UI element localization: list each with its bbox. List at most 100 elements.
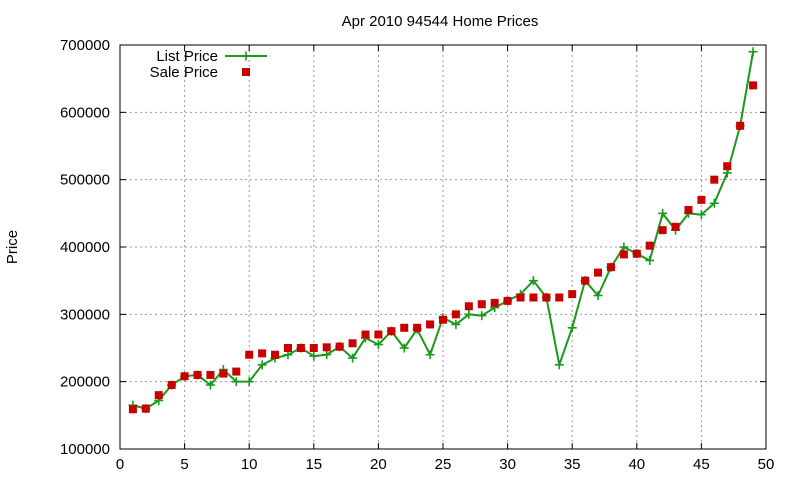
y-tick-label: 500000 xyxy=(60,172,110,189)
sale-price-point xyxy=(555,293,564,302)
legend-square-marker xyxy=(242,68,250,76)
list-price-point xyxy=(257,360,267,370)
chart-title: Apr 2010 94544 Home Prices xyxy=(342,13,539,30)
list-price-point xyxy=(348,353,358,363)
list-price-point xyxy=(619,242,629,252)
sale-price-point xyxy=(697,195,706,204)
list-price-point xyxy=(322,350,332,360)
sale-price-point xyxy=(736,121,745,130)
legend-cross-marker xyxy=(241,51,251,61)
sale-price-point xyxy=(193,370,202,379)
legend-label: Sale Price xyxy=(150,64,218,81)
legend-item: List Price xyxy=(156,48,267,65)
x-tick-label: 15 xyxy=(305,456,322,473)
x-tick-label: 50 xyxy=(758,456,775,473)
list-price-point xyxy=(554,360,564,370)
sale-price-point xyxy=(516,293,525,302)
list-price-point xyxy=(645,255,655,265)
y-tick-label: 600000 xyxy=(60,104,110,121)
sale-price-point xyxy=(167,381,176,390)
x-tick-label: 20 xyxy=(370,456,387,473)
y-tick-label: 700000 xyxy=(60,37,110,54)
list-price-point xyxy=(593,290,603,300)
list-price-point xyxy=(309,351,319,361)
sale-price-point xyxy=(684,205,693,214)
sale-price-point xyxy=(141,404,150,413)
sale-price-point xyxy=(439,315,447,324)
sale-price-point xyxy=(581,276,590,285)
sale-price-point xyxy=(710,175,719,184)
sale-price-point xyxy=(387,327,396,336)
list-price-point xyxy=(205,380,215,390)
sale-price-point xyxy=(296,344,305,352)
y-tick-label: 400000 xyxy=(60,239,110,256)
series-layer xyxy=(128,47,758,414)
list-price-point xyxy=(748,47,758,57)
y-axis-label: Price xyxy=(4,230,21,264)
sale-price-point xyxy=(413,323,422,332)
x-tick-label: 5 xyxy=(180,456,188,473)
x-tick-label: 45 xyxy=(693,456,710,473)
sale-price-point xyxy=(749,81,758,90)
list-price-point xyxy=(696,210,706,220)
sale-price-point xyxy=(723,162,732,171)
sale-price-point xyxy=(271,350,280,359)
sale-price-point xyxy=(671,222,680,231)
legend-label: List Price xyxy=(156,48,218,65)
sale-price-point xyxy=(309,344,318,352)
list-price-point xyxy=(567,323,577,333)
sale-price-point xyxy=(180,372,189,381)
y-tick-label: 200000 xyxy=(60,374,110,391)
list-price-point xyxy=(231,377,241,387)
x-tick-label: 25 xyxy=(435,456,452,473)
sale-price-point xyxy=(283,344,292,352)
sale-price-point xyxy=(374,330,383,339)
sale-price-point xyxy=(529,293,538,302)
legend-item: Sale Price xyxy=(150,64,250,81)
sale-price-point xyxy=(128,405,137,414)
sale-price-point xyxy=(619,250,628,259)
x-tick-label: 30 xyxy=(499,456,516,473)
sale-price-point xyxy=(348,339,357,348)
list-price-point xyxy=(451,319,461,329)
sale-price-point xyxy=(451,310,460,319)
sale-price-point xyxy=(322,343,331,352)
list-price-point xyxy=(477,311,487,321)
sale-price-point xyxy=(645,241,654,250)
sale-price-point xyxy=(606,263,615,272)
sale-price-point xyxy=(245,350,254,359)
list-price-point xyxy=(425,350,435,360)
sale-price-point xyxy=(361,330,370,339)
sale-price-point xyxy=(154,391,163,400)
grid xyxy=(120,45,766,449)
list-price-point xyxy=(709,198,719,208)
x-tick-label: 0 xyxy=(116,456,124,473)
sale-price-point xyxy=(490,298,499,307)
sale-price-point xyxy=(503,296,512,305)
list-price-point xyxy=(464,309,474,319)
sale-price-point xyxy=(658,226,667,235)
sale-price-point xyxy=(219,369,228,378)
sale-price-point xyxy=(335,342,344,351)
sale-price-point xyxy=(400,323,409,332)
sale-price-point xyxy=(477,300,486,309)
sale-price-point xyxy=(426,320,435,329)
sale-price-point xyxy=(206,370,215,379)
list-price-point xyxy=(373,340,383,350)
sale-price-point xyxy=(258,349,267,358)
y-tick-label: 300000 xyxy=(60,306,110,323)
ticks: 0 5 10 15 20 25 30 35 40 45 50 100000 200000 300000 40… xyxy=(60,37,774,473)
list-price-point xyxy=(658,208,668,218)
sale-price-point xyxy=(568,290,577,299)
x-tick-label: 10 xyxy=(241,456,258,473)
list-price-point xyxy=(528,276,538,286)
sale-price-point xyxy=(542,293,551,302)
sale-price-point xyxy=(632,249,641,258)
x-tick-label: 35 xyxy=(564,456,581,473)
x-tick-label: 40 xyxy=(628,456,645,473)
sale-price-point xyxy=(594,268,603,277)
sale-price-point xyxy=(464,302,473,311)
sale-price-point xyxy=(232,367,241,376)
list-price-point xyxy=(244,377,254,387)
